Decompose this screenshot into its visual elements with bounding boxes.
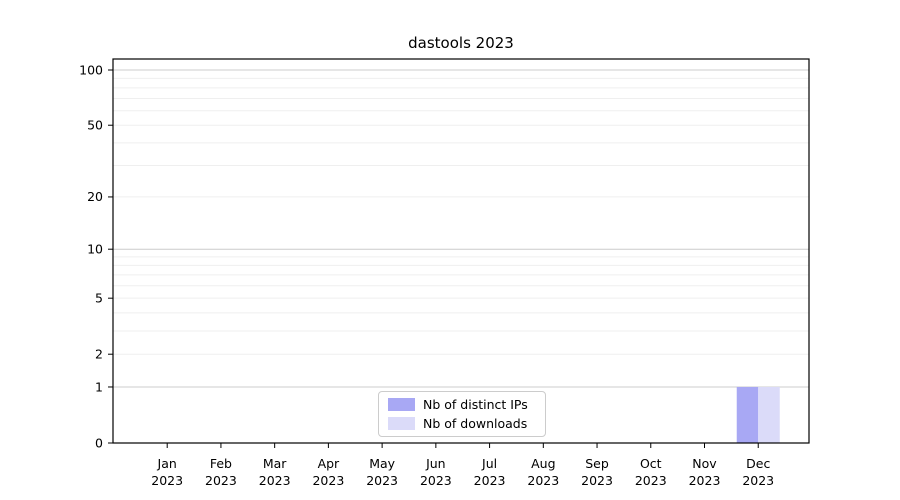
x-tick-label-year: 2023 xyxy=(742,473,774,488)
x-tick-label-year: 2023 xyxy=(151,473,183,488)
legend-label-downloads: Nb of downloads xyxy=(423,416,528,431)
y-tick-label: 100 xyxy=(79,62,103,77)
x-tick-label-month: Nov xyxy=(692,456,717,471)
y-tick-label: 1 xyxy=(95,379,103,394)
bar-nb-of-downloads-dec xyxy=(758,386,780,443)
legend-entry-downloads: Nb of downloads xyxy=(388,416,537,431)
legend-entry-distinct-ips: Nb of distinct IPs xyxy=(388,397,537,412)
x-tick-label-month: Jan xyxy=(157,456,177,471)
legend-swatch-downloads xyxy=(388,417,415,430)
x-tick-label-year: 2023 xyxy=(581,473,613,488)
plot-border xyxy=(112,58,810,444)
x-tick-label-year: 2023 xyxy=(366,473,398,488)
x-tick-label-month: May xyxy=(369,456,395,471)
legend-label-distinct-ips: Nb of distinct IPs xyxy=(423,397,528,412)
x-tick-label-month: Apr xyxy=(318,456,340,471)
x-tick-label-year: 2023 xyxy=(689,473,721,488)
x-tick-label-year: 2023 xyxy=(259,473,291,488)
y-tick-label: 20 xyxy=(87,189,103,204)
y-tick-label: 0 xyxy=(95,435,103,450)
x-tick-label-month: Jun xyxy=(425,456,446,471)
y-tick-label: 5 xyxy=(95,290,103,305)
y-tick-label: 2 xyxy=(95,347,103,362)
x-tick-label-year: 2023 xyxy=(205,473,237,488)
legend-swatch-distinct-ips xyxy=(388,398,415,411)
x-tick-label-month: Feb xyxy=(210,456,232,471)
x-tick-label-month: Mar xyxy=(263,456,287,471)
x-tick-label-year: 2023 xyxy=(474,473,506,488)
y-tick-label: 10 xyxy=(87,241,103,256)
x-tick-label-month: Oct xyxy=(640,456,662,471)
y-tick-label: 50 xyxy=(87,118,103,133)
x-tick-label-year: 2023 xyxy=(312,473,344,488)
x-tick-label-year: 2023 xyxy=(635,473,667,488)
x-tick-label-month: Sep xyxy=(585,456,609,471)
x-tick-label-year: 2023 xyxy=(527,473,559,488)
legend: Nb of distinct IPs Nb of downloads xyxy=(378,391,546,437)
x-tick-label-month: Aug xyxy=(531,456,555,471)
x-tick-label-month: Dec xyxy=(746,456,770,471)
chart-title: dastools 2023 xyxy=(408,34,514,52)
x-tick-label-month: Jul xyxy=(481,456,497,471)
x-tick-label-year: 2023 xyxy=(420,473,452,488)
bar-nb-of-distinct-ips-dec xyxy=(736,386,759,443)
